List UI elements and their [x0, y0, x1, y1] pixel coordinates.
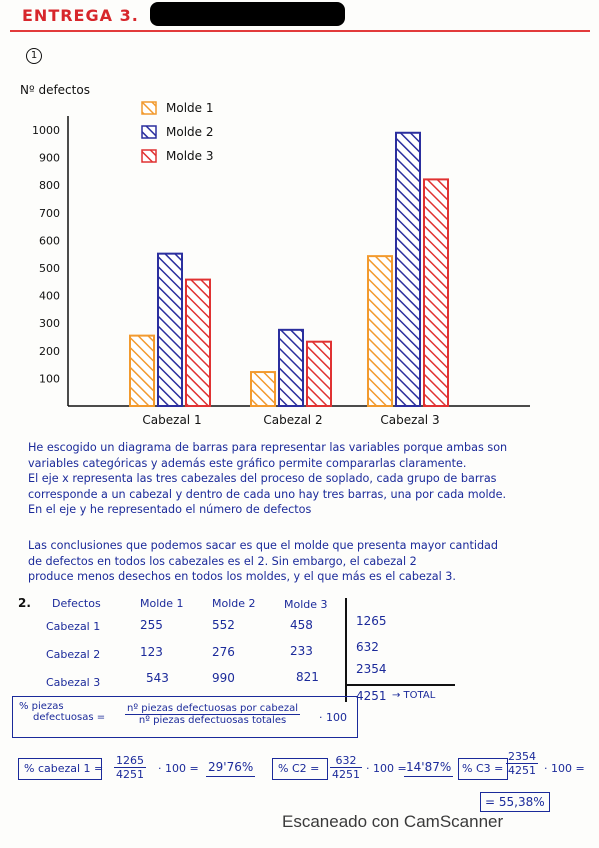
- page-title: ENTREGA 3.: [22, 6, 139, 25]
- table-cell: 990: [212, 671, 235, 685]
- y-tick-label: 400: [39, 290, 60, 303]
- column-header: Molde 2: [212, 597, 256, 610]
- text-line: En el eje y he representado el número de…: [28, 503, 312, 516]
- bar: [157, 252, 183, 407]
- calc-numerator: 1265: [114, 754, 146, 768]
- formula-numerator: nº piezas defectuosas por cabezal: [125, 703, 301, 715]
- table-cell: 458: [290, 618, 313, 632]
- formula-lhs-bottom: defectuosas =: [33, 712, 106, 723]
- calc-fraction: 1265 4251: [114, 754, 146, 781]
- text-line: variables categóricas y además este gráf…: [28, 456, 467, 470]
- legend-swatch: [141, 101, 157, 115]
- grand-total: 4251: [356, 689, 387, 703]
- calc-fraction: 2354 4251: [506, 750, 538, 777]
- title-underline: [10, 30, 590, 32]
- bar: [129, 334, 155, 407]
- calc-label: % cabezal 1 =: [24, 762, 104, 775]
- paragraph-conclusions: Las conclusiones que podemos sacar es qu…: [28, 538, 498, 585]
- table-cell: 123: [140, 645, 163, 659]
- section-number-2: 2.: [18, 596, 31, 610]
- bar: [306, 340, 332, 407]
- formula-fraction: nº piezas defectuosas por cabezal nº pie…: [125, 703, 301, 726]
- bar-chart: Nº defectos 100 200 300 400 500 600 700 800 900 1…: [20, 83, 530, 427]
- y-tick-label: 700: [39, 207, 60, 220]
- x-tick-label: Cabezal 3: [380, 413, 439, 427]
- row-total: 2354: [356, 662, 387, 676]
- bar: [278, 328, 304, 408]
- column-header: Molde 3: [284, 598, 328, 611]
- y-tick-label: 300: [39, 317, 60, 330]
- table-corner-label: Defectos: [52, 597, 101, 610]
- row-label: Cabezal 3: [46, 676, 101, 689]
- calc-cabezal-2: % C2 = 632 4251 · 100 = 14'87%: [272, 752, 462, 790]
- scanner-watermark: Escaneado con CamScanner: [282, 812, 504, 831]
- row-label: Cabezal 2: [46, 648, 101, 661]
- formula-lhs-top: % piezas: [19, 701, 64, 712]
- row-total: 1265: [356, 614, 387, 628]
- table-cell: 255: [140, 618, 163, 632]
- bar: [367, 255, 393, 407]
- calc-label: % C3 =: [462, 762, 504, 775]
- row-total: 632: [356, 640, 379, 654]
- formula-times-100: · 100: [319, 711, 347, 724]
- calc-denominator: 4251: [332, 768, 360, 781]
- y-axis-label: Nº defectos: [20, 83, 90, 97]
- redacted-name: [150, 2, 345, 26]
- x-tick-label: Cabezal 1: [142, 413, 201, 427]
- formula-denominator: nº piezas defectuosas totales: [138, 715, 287, 726]
- calc-cabezal-3: % C3 = 2354 4251 · 100 = = 55,38%: [458, 748, 598, 818]
- paragraph-explanation: He escogido un diagrama de barras para r…: [28, 440, 507, 518]
- x-tick-label: Cabezal 2: [263, 413, 322, 427]
- table-divider-horizontal: [345, 684, 455, 686]
- row-label: Cabezal 1: [46, 620, 101, 633]
- calc-cabezal-1: % cabezal 1 = 1265 4251 · 100 = 29'76%: [18, 752, 280, 790]
- text-line: corresponde a un cabezal y dentro de cad…: [28, 487, 507, 501]
- legend-swatch: [141, 149, 157, 163]
- y-tick-label: 800: [39, 179, 60, 192]
- calc-fraction: 632 4251: [330, 754, 362, 781]
- calc-times: · 100 =: [158, 762, 199, 775]
- table-cell: 552: [212, 618, 235, 632]
- calc-label: % C2 =: [278, 762, 320, 775]
- table-cell: 543: [146, 671, 169, 685]
- text-line: He escogido un diagrama de barras para r…: [28, 441, 508, 454]
- y-tick-label: 900: [39, 152, 60, 165]
- table-divider-vertical: [345, 598, 347, 702]
- text-line: Las conclusiones que podemos sacar es qu…: [28, 539, 499, 552]
- bar: [185, 278, 211, 407]
- section-number: 1: [26, 48, 42, 64]
- column-header: Molde 1: [140, 597, 184, 610]
- calc-result: 29'76%: [206, 758, 256, 777]
- y-tick-label: 200: [39, 345, 60, 358]
- bar: [250, 371, 276, 407]
- y-tick-label: 500: [39, 262, 60, 275]
- y-tick-label: 100: [39, 372, 60, 385]
- percentage-formula-box: % piezas defectuosas = nº piezas defectu…: [12, 696, 358, 738]
- table-cell: 276: [212, 645, 235, 659]
- y-tick-label: 1000: [32, 124, 60, 137]
- legend-label: Molde 2: [166, 125, 213, 139]
- calc-result: 14'87%: [404, 758, 454, 777]
- total-label: → TOTAL: [392, 690, 436, 701]
- legend-swatch: [141, 125, 157, 139]
- table-cell: 233: [290, 644, 313, 658]
- bar: [395, 131, 421, 407]
- calc-numerator: 632: [330, 754, 362, 768]
- text-line: de defectos en todos los cabezales es el…: [28, 554, 417, 568]
- calc-numerator: 2354: [506, 750, 538, 764]
- bar: [423, 178, 449, 407]
- text-line: El eje x representa las tres cabezales d…: [28, 472, 497, 485]
- calc-times: · 100 =: [544, 762, 585, 775]
- calc-times: · 100 =: [366, 762, 407, 775]
- legend-label: Molde 1: [166, 101, 213, 115]
- calc-result: = 55,38%: [480, 792, 550, 812]
- calc-denominator: 4251: [116, 768, 144, 781]
- y-tick-label: 600: [39, 234, 60, 247]
- text-line: produce menos desechos en todos los mold…: [28, 570, 456, 583]
- calc-denominator: 4251: [508, 764, 536, 777]
- table-cell: 821: [296, 670, 319, 684]
- legend-label: Molde 3: [166, 149, 213, 163]
